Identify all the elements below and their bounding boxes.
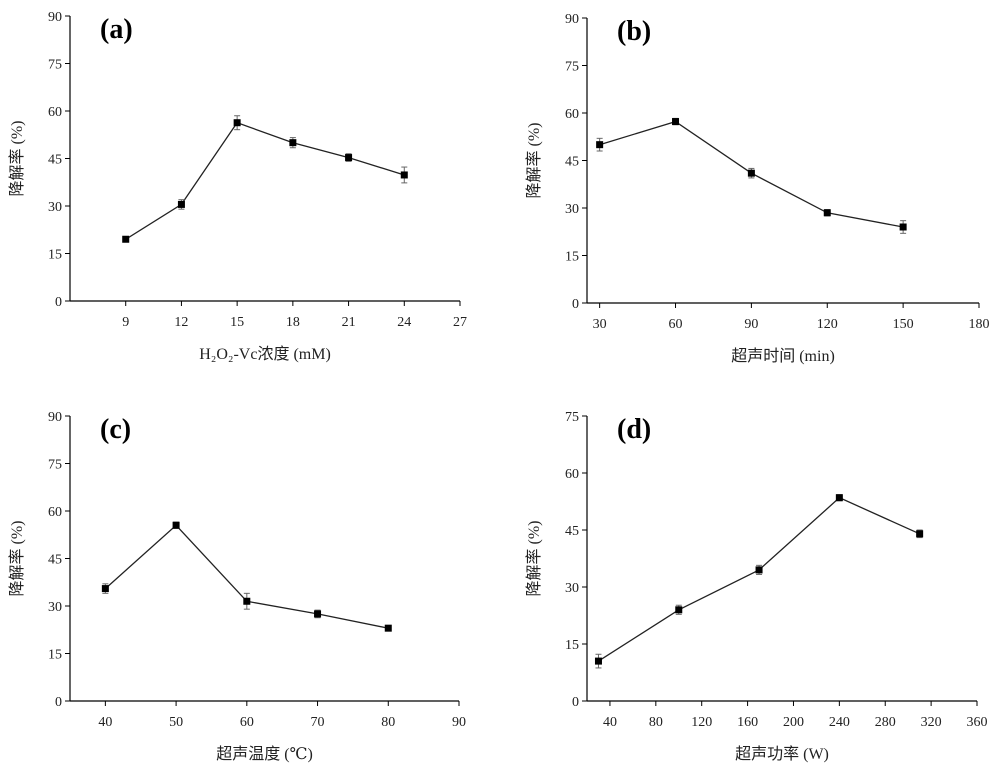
y-tick-label: 60 xyxy=(565,467,579,482)
data-point xyxy=(899,223,907,231)
y-tick-label: 0 xyxy=(572,297,579,312)
y-axis-label: 降解率 (%) xyxy=(525,521,543,597)
panel-label: (d) xyxy=(617,414,651,445)
y-tick-label: 45 xyxy=(565,155,579,170)
data-point xyxy=(596,141,604,149)
data-point xyxy=(177,200,185,208)
y-tick-label: 45 xyxy=(48,153,62,168)
x-tick-label: 160 xyxy=(737,715,758,730)
x-tick-label: 27 xyxy=(453,315,467,330)
y-tick-label: 0 xyxy=(572,695,579,710)
data-point xyxy=(243,597,251,605)
data-point xyxy=(675,606,683,614)
data-point xyxy=(747,169,755,177)
panel-label: (a) xyxy=(100,14,133,45)
x-tick-label: 24 xyxy=(397,315,411,330)
y-axis-label: 降解率 (%) xyxy=(8,521,26,597)
x-tick-label: 50 xyxy=(169,715,183,730)
data-point xyxy=(916,530,924,538)
y-axis-label: 降解率 (%) xyxy=(525,123,543,199)
data-point xyxy=(314,610,322,618)
data-point xyxy=(755,566,763,574)
y-tick-label: 30 xyxy=(565,581,579,596)
y-tick-label: 90 xyxy=(48,410,62,425)
y-tick-label: 30 xyxy=(565,202,579,217)
y-tick-label: 75 xyxy=(565,410,579,425)
chart-panel-d: 0 15 30 45 60 75 40 80 120 160 200 240 280 320 360 超声功率… xyxy=(525,410,988,763)
y-tick-label: 90 xyxy=(565,12,579,27)
panel-label: (b) xyxy=(617,16,651,47)
x-axis-label: 超声时间 (min) xyxy=(731,347,835,365)
x-tick-label: 12 xyxy=(174,315,188,330)
series-line xyxy=(598,496,920,662)
data-point xyxy=(594,657,602,665)
x-tick-label: 60 xyxy=(669,317,683,332)
x-tick-label: 200 xyxy=(783,715,804,730)
y-tick-label: 0 xyxy=(55,695,62,710)
x-tick-label: 90 xyxy=(744,317,758,332)
y-tick-label: 75 xyxy=(565,60,579,75)
panel-label: (c) xyxy=(100,414,131,445)
y-tick-label: 45 xyxy=(48,553,62,568)
y-tick-label: 60 xyxy=(565,107,579,122)
series-line xyxy=(125,121,405,240)
x-tick-label: 30 xyxy=(593,317,607,332)
y-tick-label: 45 xyxy=(565,524,579,539)
y-tick-label: 15 xyxy=(48,648,62,663)
x-tick-label: 18 xyxy=(286,315,300,330)
x-axis-label: 超声温度 (℃) xyxy=(216,745,313,763)
x-tick-label: 60 xyxy=(240,715,254,730)
y-tick-label: 0 xyxy=(55,295,62,310)
x-tick-label: 120 xyxy=(817,317,838,332)
data-point xyxy=(384,624,392,632)
series-line xyxy=(104,524,389,629)
y-axis-label: 降解率 (%) xyxy=(8,121,26,197)
data-point xyxy=(233,119,241,127)
x-tick-label: 80 xyxy=(649,715,663,730)
data-point xyxy=(823,209,831,217)
x-tick-label: 280 xyxy=(875,715,896,730)
data-point xyxy=(122,235,130,243)
x-axis-label: H₂O₂-Vc浓度 (mM) xyxy=(199,345,331,363)
y-tick-label: 30 xyxy=(48,200,62,215)
data-point xyxy=(172,521,180,529)
chart-panel-b: 0 15 30 45 60 75 90 30 60 90 120 150 180 超声时间 (min) 降解… xyxy=(525,12,990,365)
x-tick-label: 150 xyxy=(893,317,914,332)
y-tick-label: 75 xyxy=(48,458,62,473)
y-tick-label: 60 xyxy=(48,105,62,120)
x-tick-label: 21 xyxy=(342,315,356,330)
y-tick-label: 60 xyxy=(48,505,62,520)
x-tick-label: 90 xyxy=(452,715,466,730)
x-tick-label: 15 xyxy=(230,315,244,330)
x-tick-label: 120 xyxy=(691,715,712,730)
y-tick-label: 75 xyxy=(48,58,62,73)
chart-panel-a: 0 15 30 45 60 75 90 9 12 15 18 21 24 27 H₂O₂-Vc浓度 (mM)… xyxy=(8,10,467,363)
y-tick-label: 15 xyxy=(565,638,579,653)
chart-panel-c: 0 15 30 45 60 75 90 40 50 60 70 80 90 超声温度 (℃) 降解率 (%)… xyxy=(8,410,466,763)
y-tick-label: 15 xyxy=(48,248,62,263)
x-tick-label: 80 xyxy=(381,715,395,730)
y-tick-label: 15 xyxy=(565,250,579,265)
data-point xyxy=(101,585,109,593)
x-axis-label: 超声功率 (W) xyxy=(735,745,829,763)
y-tick-label: 30 xyxy=(48,600,62,615)
x-tick-label: 40 xyxy=(603,715,617,730)
x-tick-label: 180 xyxy=(969,317,990,332)
x-tick-label: 40 xyxy=(98,715,112,730)
x-tick-label: 70 xyxy=(311,715,325,730)
y-tick-label: 90 xyxy=(48,10,62,25)
data-point xyxy=(400,171,408,179)
data-point xyxy=(289,139,297,147)
x-tick-label: 320 xyxy=(921,715,942,730)
x-tick-label: 360 xyxy=(967,715,988,730)
x-tick-label: 9 xyxy=(122,315,129,330)
data-point xyxy=(345,154,353,162)
x-tick-label: 240 xyxy=(829,715,850,730)
data-point xyxy=(672,118,680,126)
data-point xyxy=(835,494,843,502)
